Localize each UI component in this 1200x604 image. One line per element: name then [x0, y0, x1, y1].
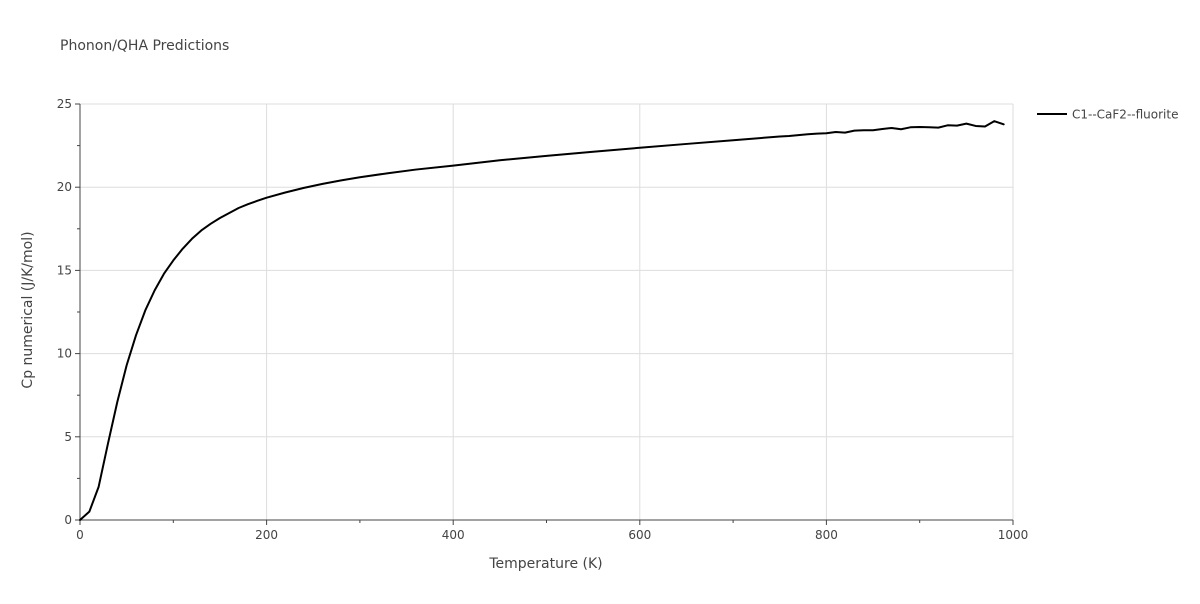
y-axis-title: Cp numerical (J/K/mol) — [20, 231, 36, 388]
y-tick-label: 5 — [64, 430, 72, 444]
legend-label: C1--CaF2--fluorite — [1072, 108, 1178, 122]
series-layer — [79, 120, 1005, 521]
legend[interactable]: C1--CaF2--fluorite — [1037, 108, 1178, 122]
y-tick-label: 15 — [57, 263, 72, 277]
grid-layer — [80, 103, 1014, 520]
x-tick-label: 1000 — [998, 528, 1029, 542]
x-tick-label: 400 — [442, 528, 465, 542]
series-line[interactable] — [79, 120, 1005, 521]
y-tick-label: 0 — [64, 513, 72, 527]
x-tick-label: 800 — [815, 528, 838, 542]
x-axis-title: Temperature (K) — [488, 556, 602, 572]
axis-layer: 0 200 400 600 800 1000 0 5 10 15 20 25 — [57, 97, 1029, 542]
y-tick-label: 25 — [57, 97, 72, 111]
x-tick-label: 600 — [628, 528, 651, 542]
y-tick-label: 10 — [57, 347, 72, 361]
x-tick-label: 0 — [76, 528, 84, 542]
chart-title: Phonon/QHA Predictions — [60, 38, 229, 54]
x-tick-label: 200 — [255, 528, 278, 542]
y-tick-label: 20 — [57, 180, 72, 194]
